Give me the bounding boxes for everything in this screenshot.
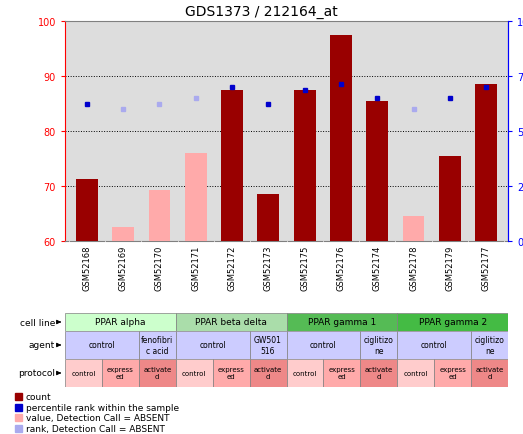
Text: control: control <box>293 370 317 376</box>
Text: agent: agent <box>29 341 55 350</box>
Text: GSM52173: GSM52173 <box>264 245 273 290</box>
Bar <box>176 331 249 359</box>
Text: express
ed: express ed <box>328 367 355 380</box>
Bar <box>367 102 388 241</box>
Text: GSM52179: GSM52179 <box>446 245 454 290</box>
Bar <box>471 331 508 359</box>
Text: GSM52171: GSM52171 <box>191 245 200 290</box>
Bar <box>102 359 139 387</box>
Bar <box>65 331 139 359</box>
Bar <box>397 331 471 359</box>
Bar <box>76 180 98 241</box>
Bar <box>434 359 471 387</box>
Bar <box>287 359 323 387</box>
Text: count: count <box>26 392 52 401</box>
Bar <box>139 331 176 359</box>
Text: express
ed: express ed <box>439 367 466 380</box>
Bar <box>439 156 461 241</box>
Bar <box>65 313 176 331</box>
Bar <box>15 404 22 411</box>
Text: value, Detection Call = ABSENT: value, Detection Call = ABSENT <box>26 414 169 422</box>
Bar <box>139 359 176 387</box>
Text: protocol: protocol <box>18 368 55 378</box>
Text: control: control <box>182 370 207 376</box>
Bar <box>249 359 287 387</box>
Bar <box>294 91 315 241</box>
Bar <box>149 191 170 241</box>
Text: PPAR gamma 2: PPAR gamma 2 <box>418 318 487 327</box>
Text: express
ed: express ed <box>218 367 245 380</box>
Bar <box>65 359 102 387</box>
Text: activate
d: activate d <box>254 367 282 380</box>
Bar <box>15 414 22 421</box>
Text: activate
d: activate d <box>365 367 393 380</box>
Bar <box>471 359 508 387</box>
Bar <box>221 91 243 241</box>
Bar <box>213 359 249 387</box>
Text: GSM52169: GSM52169 <box>119 245 128 290</box>
Bar <box>360 359 397 387</box>
Text: activate
d: activate d <box>475 367 504 380</box>
Bar <box>403 217 425 241</box>
Bar <box>397 359 434 387</box>
Text: GSM52176: GSM52176 <box>336 245 346 290</box>
Text: percentile rank within the sample: percentile rank within the sample <box>26 403 179 412</box>
Text: PPAR gamma 1: PPAR gamma 1 <box>308 318 376 327</box>
Text: GSM52168: GSM52168 <box>82 245 92 290</box>
Text: cell line: cell line <box>20 318 55 327</box>
Text: GSM52178: GSM52178 <box>409 245 418 290</box>
Bar <box>330 36 352 241</box>
Bar <box>323 359 360 387</box>
Text: ciglitizo
ne: ciglitizo ne <box>474 335 505 355</box>
Text: GSM52174: GSM52174 <box>373 245 382 290</box>
Bar <box>15 393 22 400</box>
Bar <box>112 228 134 241</box>
Text: control: control <box>88 341 115 350</box>
Text: express
ed: express ed <box>107 367 134 380</box>
Bar <box>176 313 287 331</box>
Text: ciglitizo
ne: ciglitizo ne <box>364 335 394 355</box>
Bar <box>176 359 213 387</box>
Text: rank, Detection Call = ABSENT: rank, Detection Call = ABSENT <box>26 424 165 433</box>
Text: GSM52172: GSM52172 <box>228 245 236 290</box>
Text: control: control <box>71 370 96 376</box>
Bar <box>257 195 279 241</box>
Text: fenofibri
c acid: fenofibri c acid <box>141 335 174 355</box>
Text: control: control <box>404 370 428 376</box>
Text: control: control <box>310 341 337 350</box>
Bar <box>185 154 207 241</box>
Bar <box>287 313 397 331</box>
Bar <box>475 85 497 241</box>
Text: control: control <box>421 341 448 350</box>
Text: GDS1373 / 212164_at: GDS1373 / 212164_at <box>185 5 338 19</box>
Bar <box>15 425 22 432</box>
Text: activate
d: activate d <box>143 367 172 380</box>
Bar <box>360 331 397 359</box>
Bar <box>287 331 360 359</box>
Text: PPAR alpha: PPAR alpha <box>95 318 145 327</box>
Text: GSM52175: GSM52175 <box>300 245 309 290</box>
Text: GSM52170: GSM52170 <box>155 245 164 290</box>
Text: control: control <box>199 341 226 350</box>
Bar <box>249 331 287 359</box>
Bar <box>397 313 508 331</box>
Text: PPAR beta delta: PPAR beta delta <box>195 318 267 327</box>
Text: GW501
516: GW501 516 <box>254 335 282 355</box>
Text: GSM52177: GSM52177 <box>482 245 491 290</box>
